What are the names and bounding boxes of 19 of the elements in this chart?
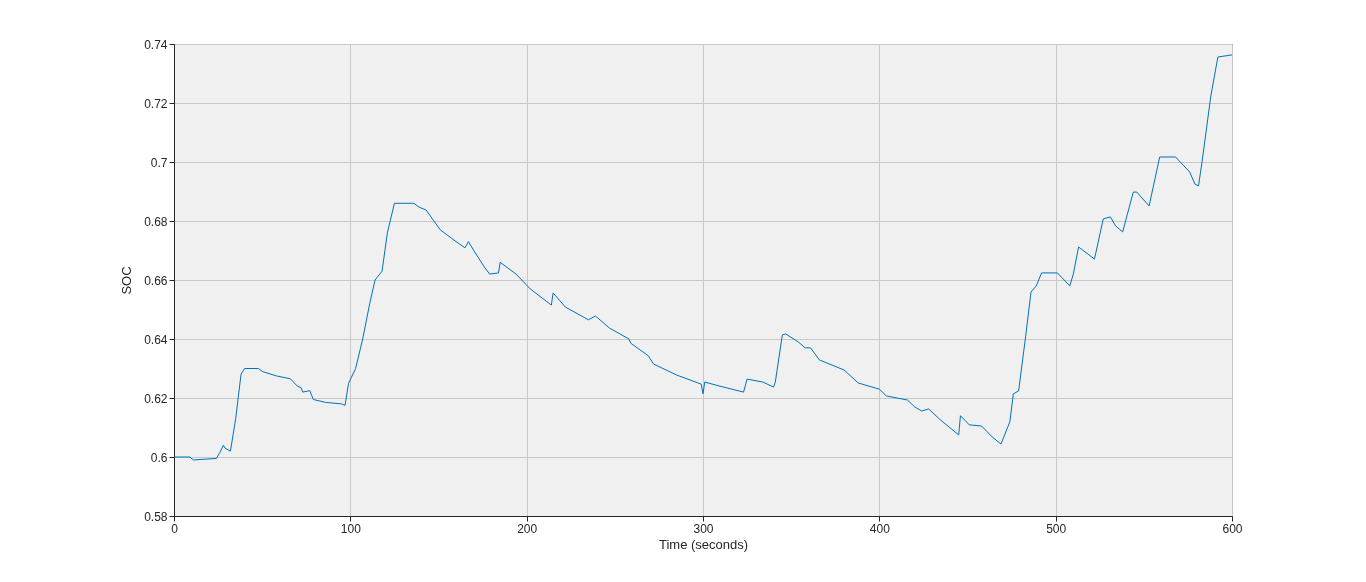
x-tick-label: 600 xyxy=(1222,521,1243,536)
y-tick-label: 0.74 xyxy=(144,37,168,52)
x-tick-label: 500 xyxy=(1046,521,1067,536)
x-tick-label: 400 xyxy=(869,521,891,536)
line-series xyxy=(173,54,1233,461)
x-axis-title: Time (seconds) xyxy=(658,536,749,552)
y-tick-label: 0.66 xyxy=(144,273,168,288)
y-tick-label: 0.6 xyxy=(150,450,168,465)
x-tick-label: 300 xyxy=(693,521,714,536)
y-tick-label: 0.72 xyxy=(144,96,168,111)
x-tick-label: 0 xyxy=(171,521,179,536)
y-tick-label: 0.62 xyxy=(144,391,168,406)
y-tick-label: 0.64 xyxy=(144,332,168,347)
x-tick-label: 100 xyxy=(340,521,362,536)
y-tick-label: 0.68 xyxy=(144,214,168,229)
y-axis-title: SOC xyxy=(119,266,135,295)
y-tick-label: 0.7 xyxy=(150,155,168,170)
y-tick-label: 0.58 xyxy=(144,509,168,524)
x-tick-label: 200 xyxy=(517,521,538,536)
